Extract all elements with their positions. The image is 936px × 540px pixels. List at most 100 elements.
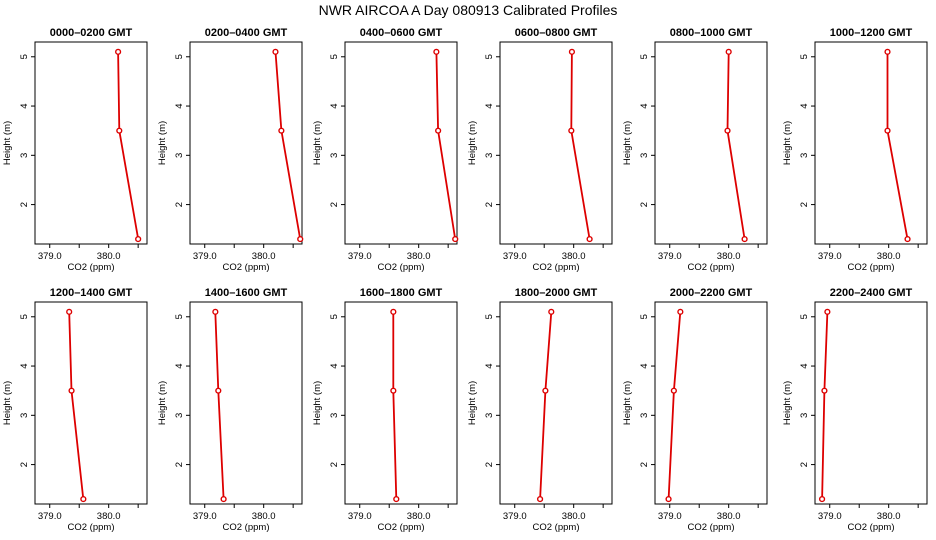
profile-point (884, 127, 891, 134)
profile-line (667, 311, 682, 500)
x-tick-label: 379.0 (193, 511, 217, 522)
plot-frame (189, 301, 303, 505)
profile-point (821, 387, 828, 394)
y-tick-label: 3 (174, 153, 185, 158)
profile-point (884, 48, 891, 55)
y-axis-label: Height (m) (312, 381, 323, 425)
profile-panel: 0200–0400 GMT 379.0 380.0 2 3 4 5 CO2 (ppm) Heig… (157, 27, 304, 273)
x-axis-label: CO2 (ppm) (848, 522, 895, 533)
x-tick-label: 380.0 (252, 251, 276, 262)
profile-point (824, 308, 831, 315)
y-axis-label: Height (m) (622, 121, 633, 165)
profile-point (724, 127, 731, 134)
profile-line (214, 311, 225, 500)
y-tick-label: 5 (19, 54, 30, 59)
profile-point (568, 48, 576, 55)
x-axis-label: CO2 (ppm) (223, 522, 270, 533)
profile-point (278, 127, 285, 134)
profile-point (68, 387, 75, 394)
x-tick-label: 380.0 (717, 511, 741, 522)
profile-line (68, 311, 85, 500)
y-tick-label: 2 (799, 202, 810, 207)
profile-point (116, 127, 123, 134)
y-tick-label: 4 (484, 363, 495, 368)
x-axis-label: CO2 (ppm) (688, 262, 735, 273)
y-tick-label: 2 (174, 462, 185, 467)
y-axis-label: Height (m) (467, 381, 478, 425)
y-axis-label: Height (m) (2, 121, 13, 165)
y-tick-label: 4 (19, 103, 30, 108)
profile-point (452, 235, 459, 243)
y-tick-label: 4 (329, 103, 340, 108)
y-tick-label: 2 (174, 202, 185, 207)
profile-panel: 0600–0800 GMT 379.0 380.0 2 3 4 5 CO2 (ppm) Heig… (467, 27, 613, 273)
y-tick-label: 5 (484, 54, 495, 59)
y-tick-label: 4 (484, 103, 495, 108)
y-tick-label: 4 (174, 363, 185, 368)
profile-point (542, 387, 549, 394)
profile-panel: 0000–0200 GMT 379.0 380.0 2 3 4 5 CO2 (ppm) Heig… (2, 27, 148, 273)
x-tick-label: 379.0 (348, 511, 372, 522)
profile-point (215, 387, 222, 394)
profile-point (725, 48, 732, 55)
x-tick-label: 380.0 (407, 251, 431, 262)
profile-point (548, 308, 555, 315)
y-tick-label: 5 (639, 54, 650, 59)
profile-panel: 1600–1800 GMT 379.0 380.0 2 3 4 5 CO2 (ppm) Heig… (312, 287, 458, 533)
profile-point (212, 308, 219, 315)
figure-title: NWR AIRCOA A Day 080913 Calibrated Profi… (318, 2, 618, 18)
y-tick-label: 3 (19, 413, 30, 418)
x-tick-label: 380.0 (877, 251, 901, 262)
y-tick-label: 5 (799, 314, 810, 319)
plot-frame (34, 301, 148, 505)
profile-point (904, 235, 911, 243)
profile-panel: 0800–1000 GMT 379.0 380.0 2 3 4 5 CO2 (ppm) Heig… (622, 27, 768, 273)
y-tick-label: 4 (174, 103, 185, 108)
y-tick-label: 5 (174, 54, 185, 59)
profile-line (570, 51, 591, 240)
y-tick-label: 3 (639, 153, 650, 158)
profile-point (433, 48, 440, 55)
x-tick-label: 380.0 (407, 511, 431, 522)
x-tick-label: 379.0 (503, 511, 527, 522)
x-axis-label: CO2 (ppm) (533, 262, 580, 273)
profile-point (393, 495, 400, 503)
profile-point (536, 495, 544, 503)
x-axis-label: CO2 (ppm) (223, 262, 270, 273)
y-tick-label: 2 (799, 462, 810, 467)
x-tick-label: 379.0 (818, 511, 842, 522)
profile-point (80, 495, 87, 503)
panel-title: 2000–2200 GMT (670, 287, 753, 299)
x-tick-label: 379.0 (348, 251, 372, 262)
plot-frame (814, 301, 928, 505)
panel-title: 2200–2400 GMT (830, 287, 913, 299)
profile-panel: 1400–1600 GMT 379.0 380.0 2 3 4 5 CO2 (ppm) Heig… (157, 287, 303, 533)
x-tick-label: 380.0 (562, 251, 586, 262)
panel-title: 1400–1600 GMT (205, 287, 288, 299)
profile-panel: 2000–2200 GMT 379.0 380.0 2 3 4 5 CO2 (ppm) Heig… (622, 287, 768, 533)
y-axis-label: Height (m) (467, 121, 478, 165)
y-tick-label: 5 (639, 314, 650, 319)
profile-point (390, 308, 397, 315)
profile-point (115, 48, 122, 55)
profile-point (135, 235, 142, 243)
y-tick-label: 2 (484, 202, 495, 207)
plot-frame (499, 301, 613, 505)
profile-point (272, 48, 279, 55)
profile-panel: 1800–2000 GMT 379.0 380.0 2 3 4 5 CO2 (ppm) Heig… (467, 287, 613, 533)
x-tick-label: 379.0 (193, 251, 217, 262)
y-tick-label: 3 (799, 153, 810, 158)
profile-point (297, 235, 304, 243)
y-tick-label: 5 (484, 314, 495, 319)
profile-line (117, 51, 140, 240)
plot-frame (189, 41, 303, 245)
y-tick-label: 2 (639, 202, 650, 207)
x-tick-label: 379.0 (658, 251, 682, 262)
profile-point (741, 235, 748, 243)
y-tick-label: 4 (799, 363, 810, 368)
profile-point (66, 308, 73, 315)
plot-frame (654, 41, 768, 245)
y-tick-label: 3 (484, 153, 495, 158)
y-axis-label: Height (m) (312, 121, 323, 165)
